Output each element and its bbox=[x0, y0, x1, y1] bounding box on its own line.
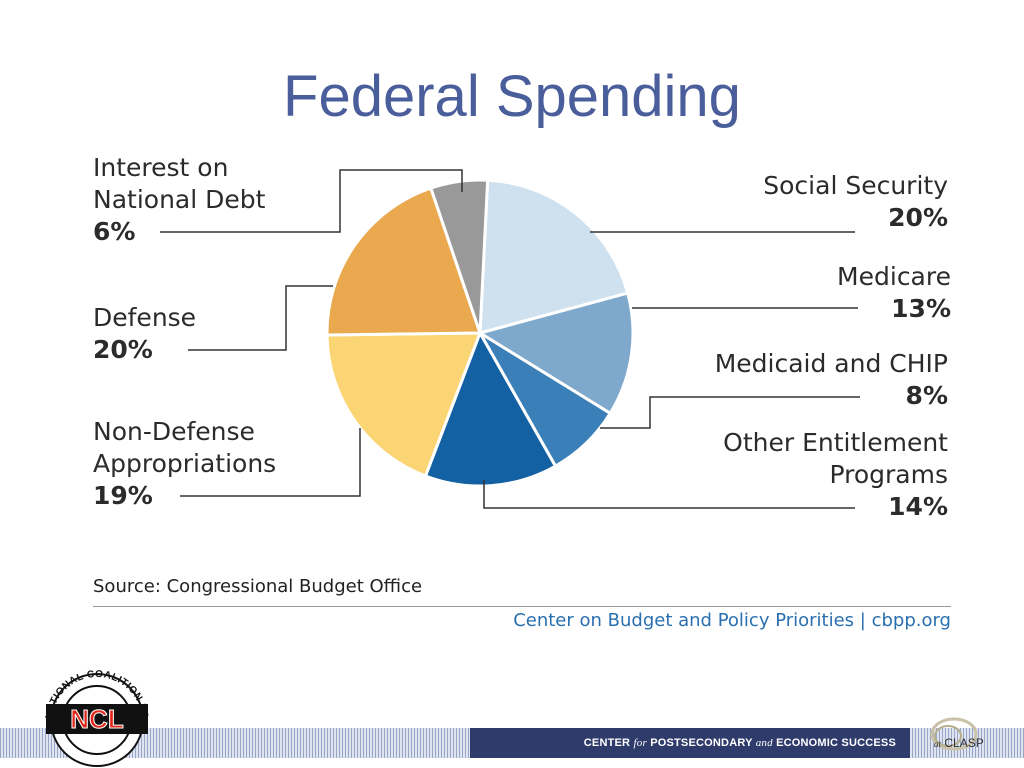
label-other-pct: 14% bbox=[888, 492, 948, 521]
leader-other-entitlement bbox=[483, 480, 855, 509]
label-medicare-name: Medicare bbox=[837, 262, 951, 291]
ncl-logo-icon: NATIONAL COALITION FOR LITERACY NCL bbox=[36, 660, 150, 767]
label-nondefense-line1: Non-Defense bbox=[93, 417, 255, 446]
label-medicare: Medicare 13% bbox=[837, 261, 951, 325]
label-interest-line2: National Debt bbox=[93, 185, 266, 214]
label-medicaid-name: Medicaid and CHIP bbox=[714, 349, 948, 378]
footer-center-mid: POSTSECONDARY bbox=[650, 737, 753, 749]
label-nondefense-line2: Appropriations bbox=[93, 449, 277, 478]
source-note: Source: Congressional Budget Office bbox=[93, 576, 423, 597]
label-other-line1: Other Entitlement bbox=[723, 428, 948, 457]
footer-center-text: CENTER for POSTSECONDARY and ECONOMIC SU… bbox=[470, 728, 910, 758]
source-divider bbox=[93, 606, 951, 607]
label-nondefense: Non-Defense Appropriations 19% bbox=[93, 416, 276, 512]
slide-title: Federal Spending bbox=[283, 64, 741, 129]
footer-center-prefix: CENTER bbox=[583, 737, 631, 749]
pie-slice-social-security bbox=[478, 178, 630, 335]
label-defense-pct: 20% bbox=[93, 335, 153, 364]
label-social-security: Social Security 20% bbox=[763, 170, 948, 234]
label-social-security-pct: 20% bbox=[888, 203, 948, 232]
pie-slice-medicare bbox=[476, 291, 635, 416]
leader-non-defense bbox=[180, 428, 361, 497]
clasp-prefix: at bbox=[934, 739, 942, 749]
leader-medicaid bbox=[600, 396, 860, 429]
label-defense-name: Defense bbox=[93, 303, 197, 332]
credit-link[interactable]: Center on Budget and Policy Priorities |… bbox=[513, 610, 951, 631]
label-medicaid: Medicaid and CHIP 8% bbox=[715, 348, 948, 412]
pie-slice-interest-on-national-debt bbox=[428, 178, 490, 334]
label-interest-pct: 6% bbox=[93, 217, 136, 246]
label-other-entitlement: Other Entitlement Programs 14% bbox=[723, 427, 948, 523]
leader-defense bbox=[188, 285, 333, 351]
label-defense: Defense 20% bbox=[93, 302, 196, 366]
pie-slice-non-defense-appropriations bbox=[325, 331, 483, 478]
pie-slice-other-entitlement-programs bbox=[423, 329, 558, 488]
clasp-logo-icon bbox=[930, 717, 978, 751]
footer-center-for: for bbox=[633, 737, 647, 749]
leader-interest bbox=[160, 169, 463, 233]
clasp-name: CLASP bbox=[944, 736, 984, 750]
label-medicaid-pct: 8% bbox=[905, 381, 948, 410]
footer-center-suffix: ECONOMIC SUCCESS bbox=[776, 737, 896, 749]
svg-text:NCL: NCL bbox=[70, 704, 124, 734]
label-nondefense-pct: 19% bbox=[93, 481, 153, 510]
pie-chart bbox=[160, 169, 860, 509]
footer-center-and: and bbox=[755, 737, 773, 749]
label-medicare-pct: 13% bbox=[891, 294, 951, 323]
label-interest-line1: Interest on bbox=[93, 153, 229, 182]
label-other-line2: Programs bbox=[829, 460, 948, 489]
label-interest: Interest on National Debt 6% bbox=[93, 152, 265, 248]
clasp-wordmark: at CLASP bbox=[934, 736, 984, 750]
label-social-security-name: Social Security bbox=[763, 171, 948, 200]
